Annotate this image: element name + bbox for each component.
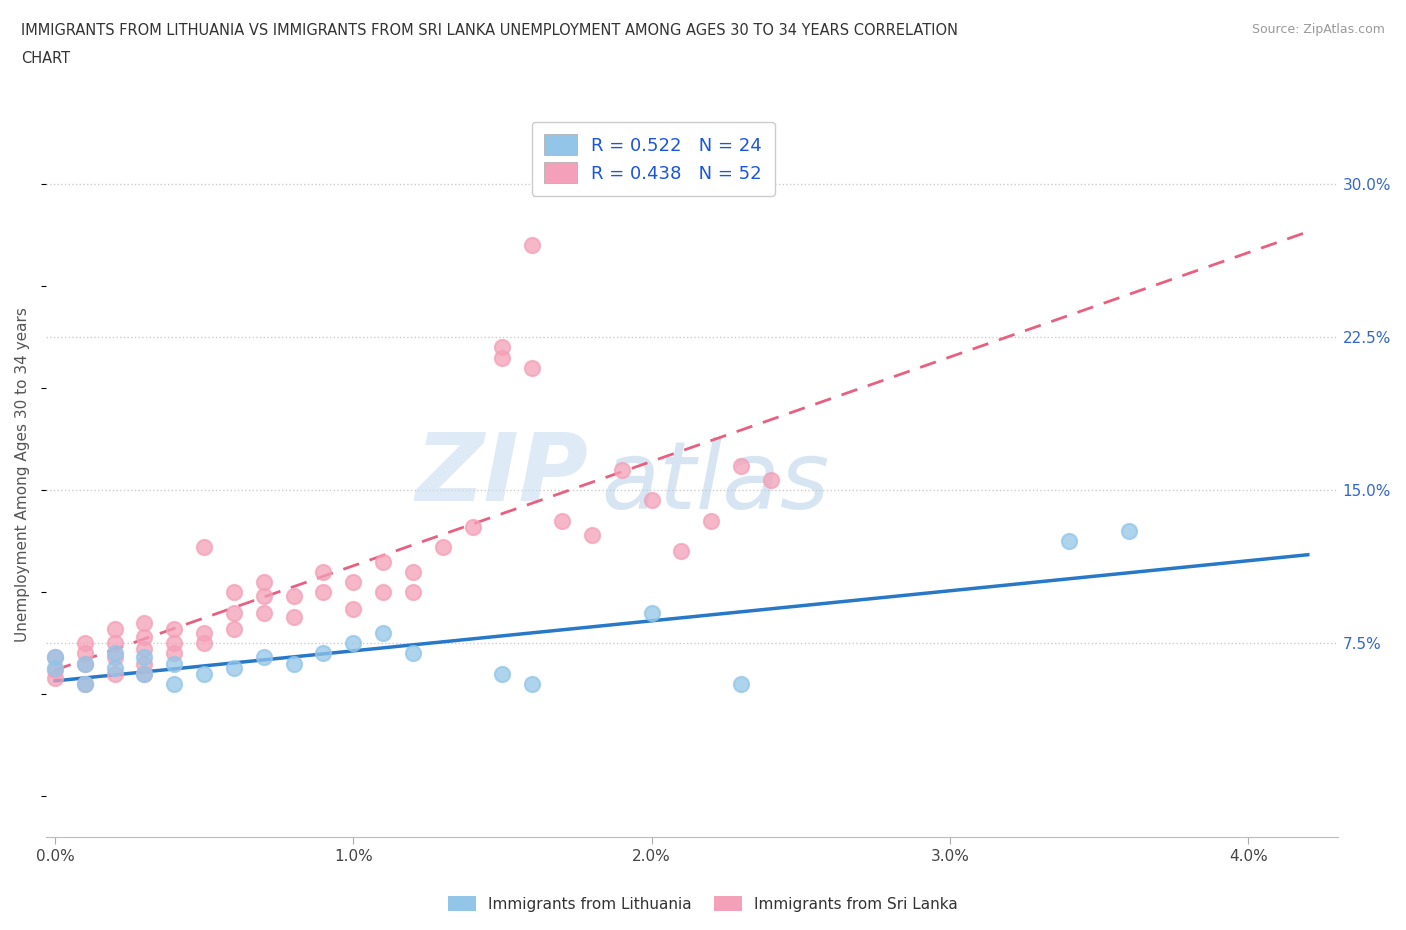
Point bbox=[193, 626, 215, 641]
Point bbox=[283, 589, 305, 604]
Point bbox=[522, 676, 544, 691]
Point bbox=[253, 650, 276, 665]
Point bbox=[73, 657, 96, 671]
Point bbox=[103, 636, 125, 651]
Point bbox=[222, 585, 245, 600]
Point bbox=[253, 589, 276, 604]
Point bbox=[73, 657, 96, 671]
Point bbox=[134, 642, 156, 657]
Point bbox=[134, 667, 156, 682]
Point bbox=[134, 657, 156, 671]
Point bbox=[44, 662, 66, 677]
Point bbox=[73, 646, 96, 661]
Point bbox=[551, 513, 574, 528]
Point bbox=[581, 527, 603, 542]
Point bbox=[312, 585, 335, 600]
Legend: Immigrants from Lithuania, Immigrants from Sri Lanka: Immigrants from Lithuania, Immigrants fr… bbox=[441, 889, 965, 918]
Point bbox=[163, 676, 186, 691]
Point bbox=[342, 601, 364, 616]
Text: Source: ZipAtlas.com: Source: ZipAtlas.com bbox=[1251, 23, 1385, 36]
Point bbox=[312, 646, 335, 661]
Point bbox=[371, 585, 394, 600]
Point bbox=[44, 650, 66, 665]
Point bbox=[134, 667, 156, 682]
Point bbox=[103, 650, 125, 665]
Point bbox=[103, 646, 125, 661]
Point bbox=[222, 605, 245, 620]
Point bbox=[640, 493, 662, 508]
Point bbox=[371, 554, 394, 569]
Point bbox=[522, 360, 544, 375]
Point bbox=[253, 575, 276, 590]
Point bbox=[193, 636, 215, 651]
Point bbox=[253, 605, 276, 620]
Point bbox=[134, 650, 156, 665]
Point bbox=[640, 605, 662, 620]
Point bbox=[730, 676, 752, 691]
Text: IMMIGRANTS FROM LITHUANIA VS IMMIGRANTS FROM SRI LANKA UNEMPLOYMENT AMONG AGES 3: IMMIGRANTS FROM LITHUANIA VS IMMIGRANTS … bbox=[21, 23, 957, 38]
Point bbox=[342, 636, 364, 651]
Legend: R = 0.522   N = 24, R = 0.438   N = 52: R = 0.522 N = 24, R = 0.438 N = 52 bbox=[531, 122, 775, 196]
Point bbox=[103, 667, 125, 682]
Point bbox=[193, 667, 215, 682]
Text: ZIP: ZIP bbox=[416, 429, 589, 521]
Point bbox=[671, 544, 693, 559]
Point bbox=[103, 621, 125, 636]
Point bbox=[522, 238, 544, 253]
Point bbox=[759, 472, 782, 487]
Point bbox=[193, 539, 215, 554]
Point bbox=[163, 621, 186, 636]
Point bbox=[432, 539, 454, 554]
Point bbox=[491, 350, 513, 365]
Point bbox=[730, 458, 752, 473]
Point bbox=[44, 650, 66, 665]
Point bbox=[222, 621, 245, 636]
Point bbox=[491, 339, 513, 354]
Point bbox=[73, 636, 96, 651]
Point bbox=[134, 630, 156, 644]
Point bbox=[402, 585, 425, 600]
Point bbox=[283, 657, 305, 671]
Point bbox=[44, 671, 66, 685]
Point bbox=[73, 676, 96, 691]
Point bbox=[163, 646, 186, 661]
Point bbox=[371, 626, 394, 641]
Point bbox=[461, 520, 484, 535]
Point bbox=[44, 660, 66, 675]
Point bbox=[610, 462, 633, 477]
Point bbox=[491, 667, 513, 682]
Text: atlas: atlas bbox=[602, 436, 830, 527]
Point bbox=[134, 616, 156, 631]
Point bbox=[283, 609, 305, 624]
Point bbox=[402, 565, 425, 579]
Point bbox=[163, 657, 186, 671]
Point bbox=[1118, 524, 1140, 538]
Point bbox=[402, 646, 425, 661]
Point bbox=[312, 565, 335, 579]
Point bbox=[163, 636, 186, 651]
Text: CHART: CHART bbox=[21, 51, 70, 66]
Y-axis label: Unemployment Among Ages 30 to 34 years: Unemployment Among Ages 30 to 34 years bbox=[15, 308, 30, 643]
Point bbox=[1057, 534, 1080, 549]
Point bbox=[700, 513, 723, 528]
Point bbox=[342, 575, 364, 590]
Point bbox=[222, 660, 245, 675]
Point bbox=[73, 676, 96, 691]
Point bbox=[103, 660, 125, 675]
